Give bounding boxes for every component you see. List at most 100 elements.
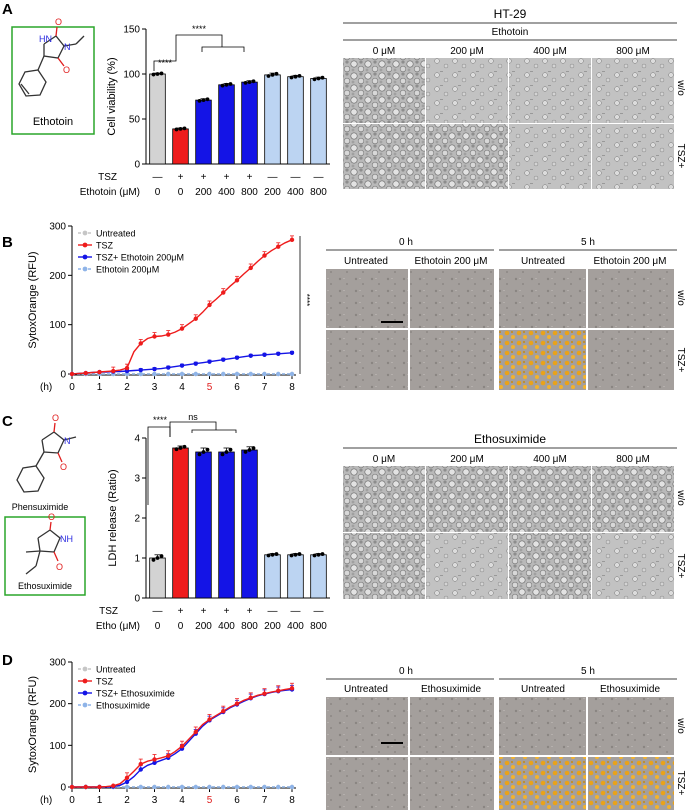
data-point: [289, 686, 295, 691]
data-point: [166, 753, 171, 758]
dose-value: 400: [287, 621, 304, 632]
tsz-sign: +: [224, 606, 230, 617]
data-point: [289, 350, 295, 355]
y-tick-label: 300: [49, 658, 66, 669]
data-point: [193, 371, 198, 377]
data-point: [270, 552, 275, 557]
data-point: [234, 701, 240, 706]
col-c-1: 200 μM: [450, 454, 484, 465]
sig-c-1: ****: [153, 415, 168, 425]
y-tick-label: 100: [49, 741, 66, 752]
data-point: [152, 371, 157, 377]
dose-row-c: 0 0 200 400 800 200 400 800: [155, 621, 328, 632]
tsz-sign: —: [268, 606, 278, 617]
data-point: [179, 371, 185, 377]
data-point: [151, 558, 156, 562]
data-point: [152, 366, 157, 372]
phensuximide-structure: O O N Phensuximide: [12, 413, 77, 512]
data-point: [166, 371, 171, 377]
x-tick-label: 3: [152, 382, 158, 393]
y-tick-label: 0: [60, 370, 66, 381]
ldh-release-chart: 0 1 2 3 4 LDH release (Ratio): [107, 434, 330, 605]
data-point: [152, 334, 157, 339]
data-point: [312, 77, 317, 82]
bar: [241, 81, 258, 165]
dose-value: 200: [264, 187, 281, 198]
data-point: [97, 369, 102, 375]
data-point: [83, 784, 88, 790]
data-point: [289, 553, 294, 558]
micrograph: [326, 757, 408, 810]
data-point: [262, 691, 267, 696]
bar: [149, 73, 166, 165]
legend-marker: [82, 702, 88, 708]
x-tick-label: 1: [97, 382, 103, 393]
data-point: [124, 784, 130, 790]
svg-text:O: O: [48, 512, 55, 522]
micrograph: [588, 269, 674, 328]
micrograph: [509, 58, 591, 123]
sig-a-2: ****: [192, 24, 207, 34]
data-point: [124, 365, 130, 371]
data-point: [83, 370, 88, 376]
col-a-2: 400 μM: [533, 46, 567, 57]
drug-label-a: Ethotoin: [492, 27, 529, 38]
x-tick-label: 7: [262, 382, 268, 393]
dose-value: 0: [155, 621, 161, 632]
data-point: [234, 278, 240, 283]
legend-label: TSZ+ Ethotoin 200μM: [96, 253, 184, 263]
panel-a-image-grid: HT-29 Ethotoin 0 μM 200 μM 400 μM 800 μM…: [343, 7, 685, 189]
dose-value: 800: [241, 187, 258, 198]
bar: [310, 554, 327, 599]
micrograph: [343, 466, 425, 532]
data-point: [274, 71, 279, 76]
data-point: [124, 779, 130, 785]
data-point: [224, 82, 229, 87]
data-point: [221, 290, 226, 295]
data-point: [138, 784, 143, 790]
panel-label-a: A: [2, 1, 13, 18]
data-point: [276, 351, 281, 356]
svg-text:O: O: [60, 462, 67, 472]
data-point: [276, 371, 281, 377]
col-d-0: Untreated: [344, 684, 388, 695]
dose-value: 400: [218, 621, 235, 632]
data-point: [220, 452, 225, 457]
sig-a-1: ****: [158, 58, 173, 68]
drug-label-c: Ethosuximide: [474, 432, 546, 446]
panel-b-image-grid: 0 h 5 h Untreated Ethotoin 200 μM Untrea…: [326, 237, 685, 390]
data-point: [201, 450, 206, 454]
y-tick-label: 4: [134, 434, 140, 445]
tsz-sign: —: [291, 172, 301, 183]
data-point: [197, 452, 202, 457]
data-point: [207, 359, 212, 364]
dose-row-label-c: Etho (μM): [96, 621, 140, 632]
y-tick-label: 0: [134, 594, 140, 605]
micrograph: [326, 269, 408, 328]
data-point: [166, 365, 171, 370]
col-a-3: 800 μM: [616, 46, 650, 57]
data-point: [221, 357, 226, 362]
data-point: [221, 708, 226, 714]
micrograph: [588, 757, 674, 810]
data-point: [320, 552, 325, 556]
dose-value: 0: [178, 621, 184, 632]
x-tick-label: 3: [152, 795, 158, 806]
panel-a-significance: **** ****: [153, 24, 245, 71]
data-point: [97, 784, 102, 790]
data-point: [179, 326, 185, 331]
data-point: [138, 367, 143, 373]
data-point: [320, 75, 325, 80]
ethosuximide-structure: O O NH Ethosuximide: [4, 512, 86, 596]
micrograph: [410, 330, 494, 390]
data-point: [207, 784, 212, 790]
bar: [264, 554, 281, 599]
bar: [287, 76, 304, 165]
data-point: [266, 553, 271, 558]
bar: [149, 557, 166, 599]
y-axis-label: Cell viability (%): [106, 57, 118, 135]
panel-label-c: C: [2, 413, 13, 430]
cell-viability-chart: 0 50 100 150 Cell viability (%): [106, 25, 330, 171]
data-point: [155, 556, 160, 560]
